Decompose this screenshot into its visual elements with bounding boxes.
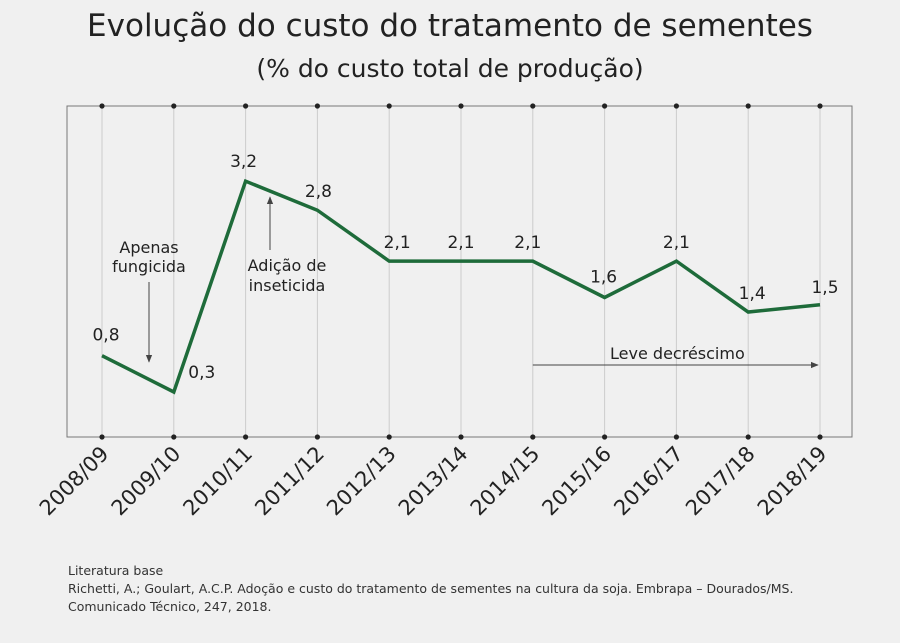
data-label: 2,1	[447, 233, 474, 253]
tick-dot-bottom	[314, 434, 320, 440]
data-label: 2,1	[663, 233, 690, 253]
tick-dot-bottom	[386, 434, 392, 440]
x-tick-label: 2012/13	[322, 442, 401, 521]
data-label: 2,1	[514, 233, 541, 253]
x-tick-label: 2008/09	[35, 442, 114, 521]
annotation-inseticida-text: Adição de	[248, 256, 327, 275]
grid-lines	[101, 106, 821, 437]
x-tick-label: 2010/11	[178, 442, 257, 521]
tick-dot-top	[458, 103, 464, 109]
x-tick-labels: 2008/092009/102010/112011/122012/132013/…	[35, 442, 832, 521]
data-label: 2,8	[305, 182, 332, 202]
tick-dot-bottom	[673, 434, 680, 440]
tick-dot-top	[602, 103, 608, 109]
data-label: 1,4	[739, 284, 766, 304]
tick-dot-top	[314, 103, 320, 109]
tick-dot-bottom	[243, 434, 249, 440]
source-heading: Literatura base	[68, 563, 164, 578]
data-label: 0,3	[188, 363, 215, 383]
series-line	[101, 178, 821, 395]
data-label: 0,8	[92, 326, 119, 346]
chart-subtitle: (% do custo total de produção)	[256, 54, 644, 83]
tick-dot-top	[99, 103, 105, 109]
tick-dot-bottom	[602, 434, 608, 440]
x-tick-label: 2016/17	[609, 442, 688, 521]
annotation-decrescimo-text: Leve decréscimo	[610, 344, 745, 363]
x-tick-label: 2015/16	[537, 442, 616, 521]
source-note: Literatura base Richetti, A.; Goulart, A…	[68, 562, 793, 616]
tick-dot-top	[817, 103, 823, 109]
x-tick-label: 2013/14	[394, 442, 473, 521]
chart-title: Evolução do custo do tratamento de semen…	[87, 8, 813, 44]
data-label: 2,1	[384, 233, 411, 253]
tick-dot-bottom	[817, 434, 823, 440]
series-line-layer	[101, 178, 821, 395]
annotation-fungicida-text: fungicida	[112, 257, 186, 276]
x-tick-label: 2017/18	[681, 442, 760, 521]
tick-dot-top	[171, 103, 177, 109]
tick-dot-bottom	[171, 434, 177, 440]
tick-dot-top	[386, 103, 392, 109]
tick-dot-bottom	[99, 434, 105, 440]
source-reference: Richetti, A.; Goulart, A.C.P. Adoção e c…	[68, 581, 794, 596]
x-tick-label: 2018/19	[753, 442, 832, 521]
tick-dot-top	[243, 103, 249, 109]
data-label: 3,2	[230, 152, 257, 172]
tick-dot-top	[673, 103, 680, 109]
x-tick-label: 2014/15	[466, 442, 545, 521]
tick-dot-top	[745, 103, 751, 109]
x-tick-label: 2011/12	[250, 442, 329, 521]
source-reference-cont: Comunicado Técnico, 247, 2018.	[68, 599, 272, 614]
annotation-fungicida-text: Apenas	[119, 238, 178, 257]
x-tick-label: 2009/10	[107, 442, 186, 521]
tick-dot-top	[530, 103, 536, 109]
tick-dots	[99, 103, 823, 440]
tick-dot-bottom	[530, 434, 536, 440]
tick-dot-bottom	[458, 434, 464, 440]
data-labels: 0,8 0,3 3,2 2,8 2,1 2,1 2,1 1,6 2,1 1,4 1,5	[92, 152, 838, 383]
data-label: 1,6	[590, 267, 617, 287]
annotation-inseticida-text: inseticida	[249, 276, 326, 295]
tick-dot-bottom	[745, 434, 751, 440]
data-label: 1,5	[811, 278, 838, 298]
